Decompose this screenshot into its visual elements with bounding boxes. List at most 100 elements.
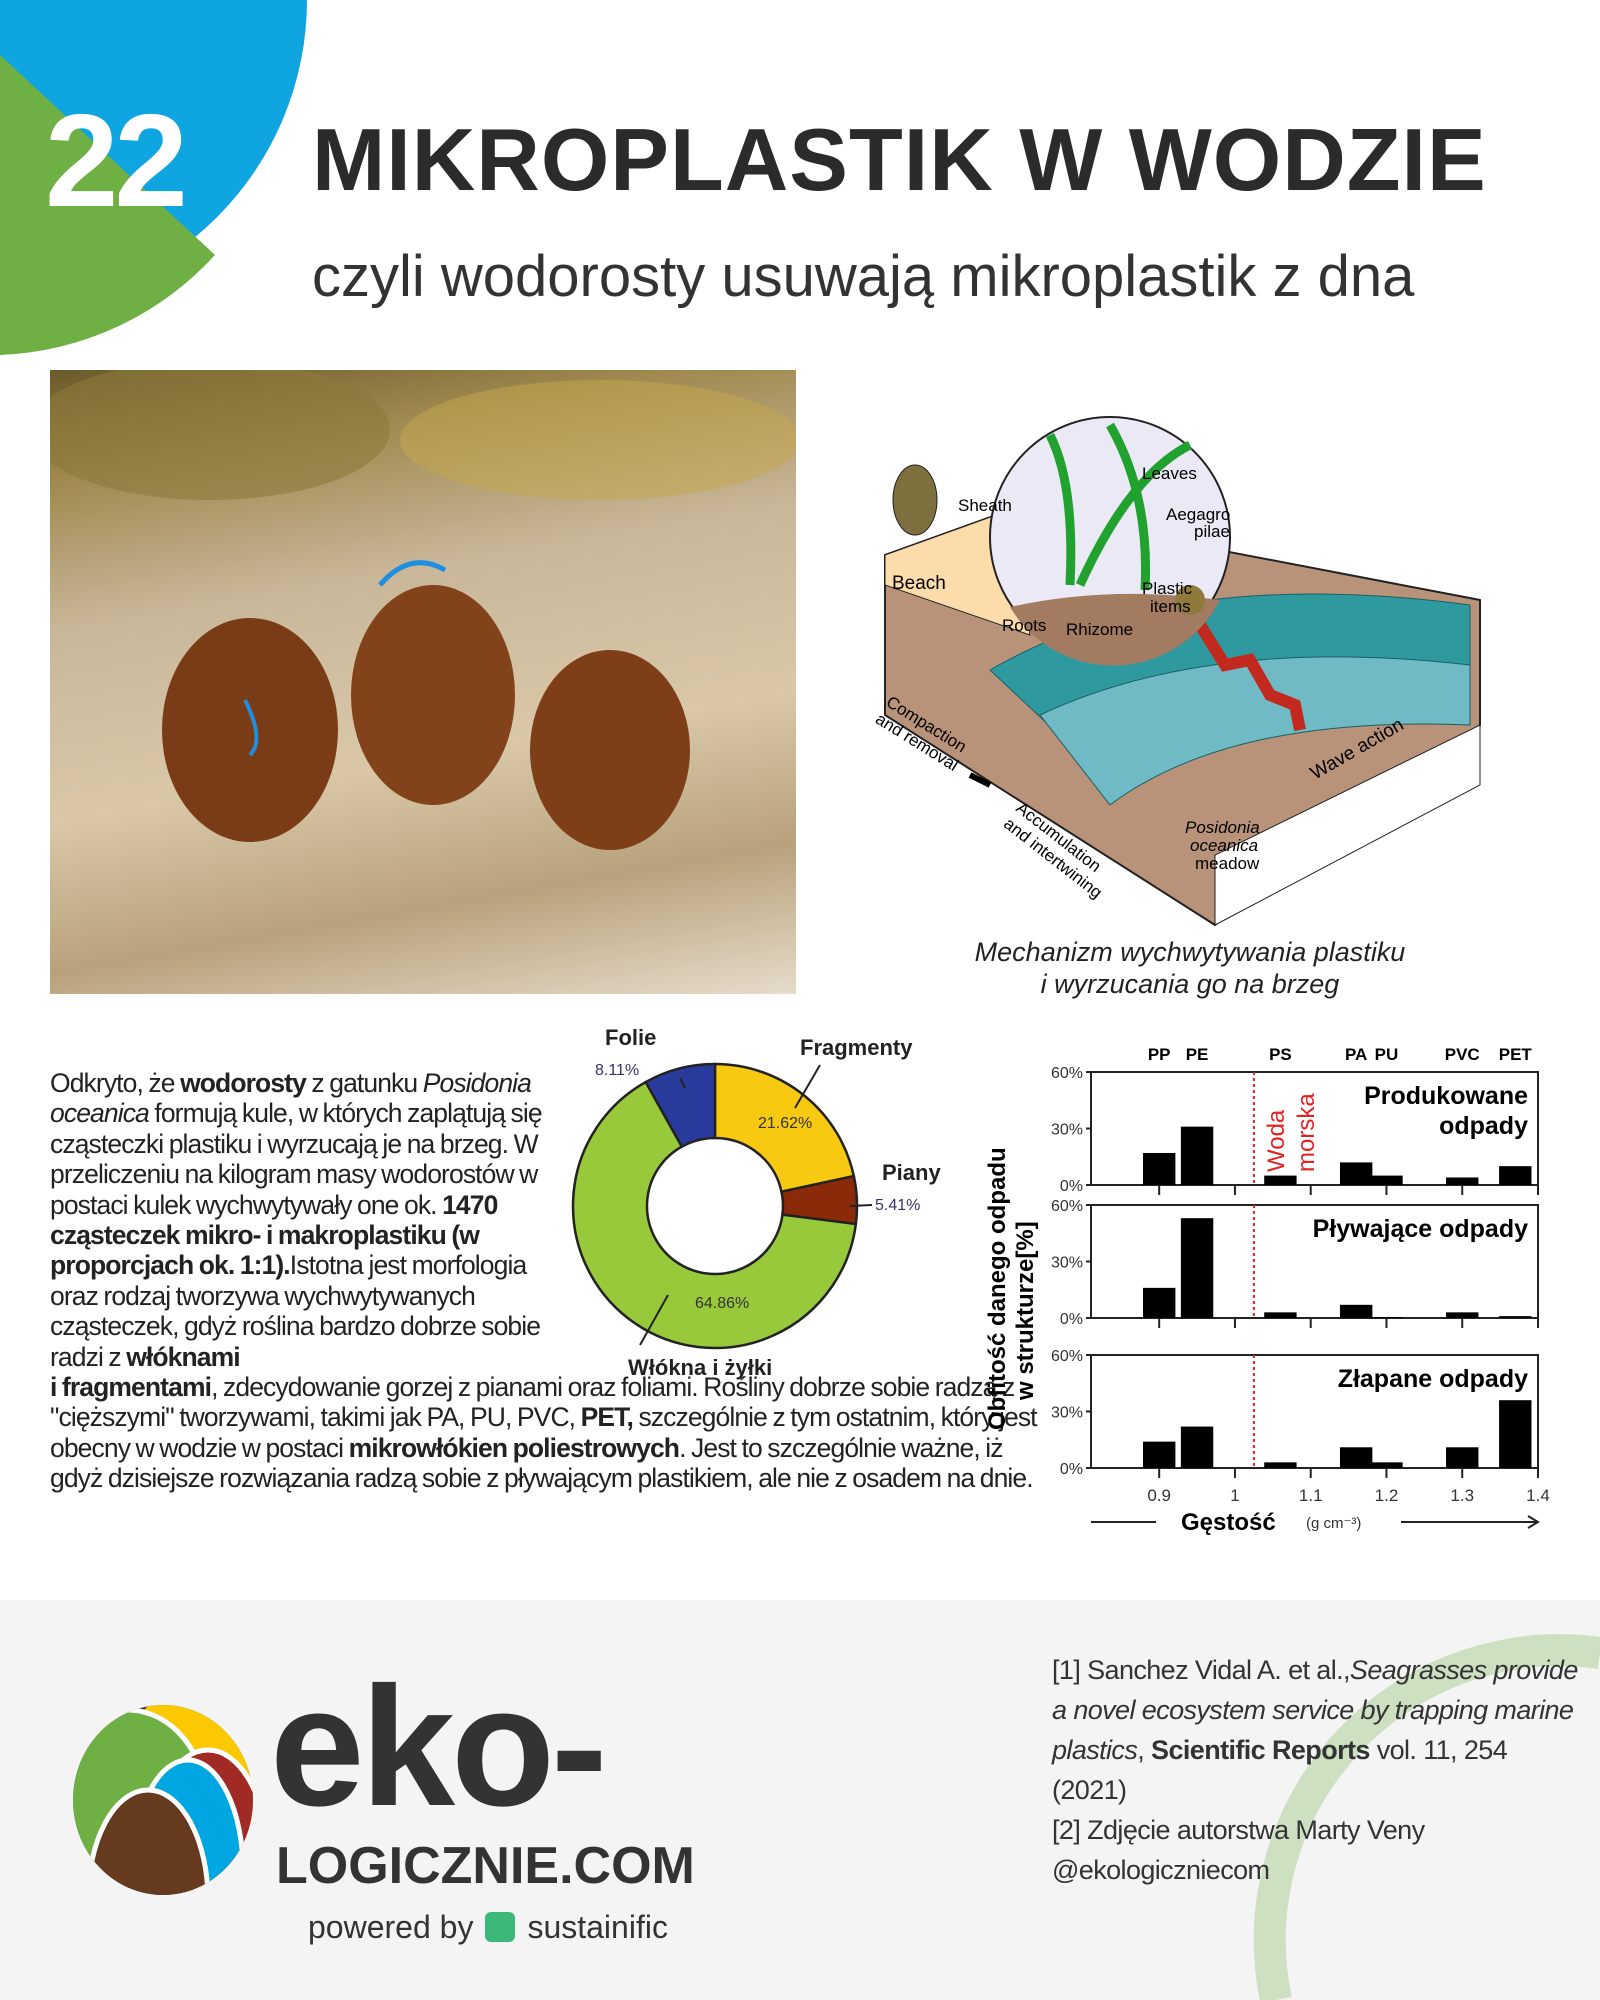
arrow-right-icon bbox=[1401, 1515, 1540, 1529]
logo-text-domain: LOGICZNIE.COM bbox=[276, 1837, 695, 1895]
bar-PP bbox=[1142, 1287, 1176, 1318]
label-leaves: Leaves bbox=[1142, 464, 1197, 483]
bar-PVC bbox=[1446, 1177, 1479, 1185]
seawater-label: morska bbox=[1293, 1093, 1320, 1172]
panel-title: Pływające odpady bbox=[1313, 1215, 1528, 1243]
reference-1: [1] Sanchez Vidal A. et al.,Seagrasses p… bbox=[1052, 1655, 1578, 1805]
bar-PS bbox=[1264, 1175, 1297, 1185]
label-pilae: pilae bbox=[1194, 522, 1230, 541]
y-tick-label: 0% bbox=[1060, 1178, 1083, 1195]
slice-label-fragmenty: 21.62% bbox=[758, 1115, 812, 1132]
page-title: MIKROPLASTIK W WODZIE bbox=[312, 110, 1487, 209]
panel-title: Produkowane bbox=[1364, 1082, 1528, 1110]
polymer-label: PE bbox=[1186, 1045, 1209, 1064]
arrow-icon bbox=[968, 772, 992, 788]
social-handle: @ekologiczniecom bbox=[1052, 1855, 1270, 1885]
label-plastic: Plastic bbox=[1142, 579, 1193, 598]
x-axis-label: Gęstość bbox=[1181, 1509, 1276, 1536]
bar-PVC bbox=[1446, 1447, 1479, 1468]
legend-fragmenty: Fragmenty bbox=[800, 1035, 913, 1060]
y-axis-label: w strukturze[%] bbox=[1012, 1221, 1039, 1401]
diagram-caption: Mechanizm wychwytywania plastiku i wyrzu… bbox=[880, 936, 1500, 1000]
x-tick-label: 1.3 bbox=[1450, 1486, 1474, 1505]
label-oceanica: oceanica bbox=[1190, 836, 1258, 855]
polymer-label: PP bbox=[1148, 1045, 1171, 1064]
polymer-label: PET bbox=[1499, 1045, 1533, 1064]
bar-PET bbox=[1499, 1316, 1532, 1318]
caption-line: Mechanizm wychwytywania plastiku bbox=[974, 937, 1406, 967]
bar-PET bbox=[1499, 1400, 1532, 1468]
caption-line: i wyrzucania go na brzeg bbox=[1040, 969, 1340, 999]
bar-PS bbox=[1264, 1462, 1297, 1468]
sustainific-label: sustainific bbox=[527, 1909, 668, 1945]
bar-PP bbox=[1142, 1152, 1176, 1185]
powered-by: powered by sustainific bbox=[308, 1908, 668, 1946]
bar-PU bbox=[1370, 1317, 1403, 1318]
bar-PP bbox=[1142, 1441, 1176, 1468]
decorative-ring bbox=[1253, 1634, 1600, 2000]
legend-wlokna: Włókna i żyłki bbox=[628, 1355, 772, 1380]
footer: eko- LOGICZNIE.COM powered by sustainific… bbox=[0, 1600, 1600, 2000]
y-tick-label: 30% bbox=[1051, 1122, 1083, 1139]
y-tick-label: 30% bbox=[1051, 1255, 1083, 1272]
y-tick-label: 60% bbox=[1051, 1348, 1083, 1365]
eko-logo-icon bbox=[73, 1705, 253, 1895]
powered-by-label: powered by bbox=[308, 1909, 474, 1945]
density-bar-chart: PP PE PS PA PU PVC PET 0% 30% 60% Produkowaneodpad… bbox=[984, 1045, 1550, 1536]
bar-PE bbox=[1180, 1218, 1214, 1318]
mechanism-diagram: Sheath Leaves Aegagro pilae Beach Plasti… bbox=[870, 385, 1510, 935]
x-axis-unit: (g cm⁻³) bbox=[1306, 1515, 1361, 1532]
panel-title: odpady bbox=[1439, 1112, 1528, 1140]
donut-slice-3 bbox=[644, 1062, 717, 1149]
y-tick-label: 0% bbox=[1060, 1461, 1083, 1478]
bar-PA bbox=[1339, 1162, 1373, 1185]
plastic-type-donut-chart: 21.62% 5.41% 64.86% 8.11% Fragmenty Pian… bbox=[571, 1025, 941, 1380]
issue-number: 22 bbox=[45, 87, 188, 234]
polymer-label: PS bbox=[1269, 1045, 1292, 1064]
logo-text-eko: eko- bbox=[270, 1652, 608, 1842]
legend-folie: Folie bbox=[605, 1025, 656, 1050]
label-aegagro: Aegagro bbox=[1166, 505, 1230, 524]
label-rhizome: Rhizome bbox=[1066, 620, 1133, 639]
slice-label-piany: 5.41% bbox=[875, 1197, 920, 1214]
article-text: Odkryto, że wodorosty z gatunku Posidoni… bbox=[50, 1068, 1050, 1494]
donut-slice-0 bbox=[713, 1062, 856, 1194]
y-tick-label: 30% bbox=[1051, 1405, 1083, 1422]
label-beach: Beach bbox=[892, 573, 946, 594]
reference-2: [2] Zdjęcie autorstwa Marty Veny bbox=[1052, 1815, 1425, 1845]
number-badge: 22 bbox=[0, 0, 310, 360]
seagrass-balls-photo bbox=[50, 370, 796, 994]
donut-slice-2 bbox=[571, 1080, 858, 1350]
x-tick-label: 1.2 bbox=[1375, 1486, 1399, 1505]
references: [1] Sanchez Vidal A. et al.,Seagrasses p… bbox=[1052, 1650, 1582, 1890]
bar-PE bbox=[1180, 1126, 1214, 1185]
bar-PET bbox=[1499, 1166, 1532, 1185]
label-items: items bbox=[1150, 597, 1191, 616]
polymer-label: PU bbox=[1375, 1045, 1399, 1064]
page-subtitle: czyli wodorosty usuwają mikroplastik z d… bbox=[312, 244, 1415, 309]
x-tick-label: 0.9 bbox=[1147, 1486, 1171, 1505]
bar-PU bbox=[1370, 1462, 1403, 1468]
label-roots: Roots bbox=[1002, 616, 1046, 635]
y-tick-label: 0% bbox=[1060, 1311, 1083, 1328]
bar-PU bbox=[1370, 1175, 1403, 1185]
sustainific-leaf-icon bbox=[485, 1912, 516, 1943]
x-tick-label: 1.4 bbox=[1526, 1486, 1550, 1505]
label-sheath: Sheath bbox=[958, 496, 1012, 515]
bar-PA bbox=[1339, 1304, 1373, 1318]
article-paragraph: Odkryto, że wodorosty z gatunku Posidoni… bbox=[50, 1068, 543, 1372]
article-paragraph-wide: i fragmentami, zdecydowanie gorzej z pia… bbox=[50, 1372, 1038, 1494]
bar-PA bbox=[1339, 1447, 1373, 1468]
seawater-label: Woda bbox=[1263, 1109, 1290, 1172]
bar-PE bbox=[1180, 1426, 1214, 1468]
panel-title: Złapane odpady bbox=[1338, 1365, 1528, 1393]
label-posidonia: Posidonia bbox=[1185, 818, 1260, 837]
x-tick-label: 1.1 bbox=[1299, 1486, 1323, 1505]
slice-label-folie: 8.11% bbox=[595, 1062, 639, 1079]
legend-piany: Piany bbox=[882, 1160, 941, 1185]
y-tick-label: 60% bbox=[1051, 1065, 1083, 1082]
x-tick-label: 1 bbox=[1230, 1486, 1239, 1505]
slice-label-wlokna: 64.86% bbox=[695, 1295, 749, 1312]
badge-shape bbox=[0, 0, 307, 355]
label-meadow: meadow bbox=[1195, 854, 1260, 873]
